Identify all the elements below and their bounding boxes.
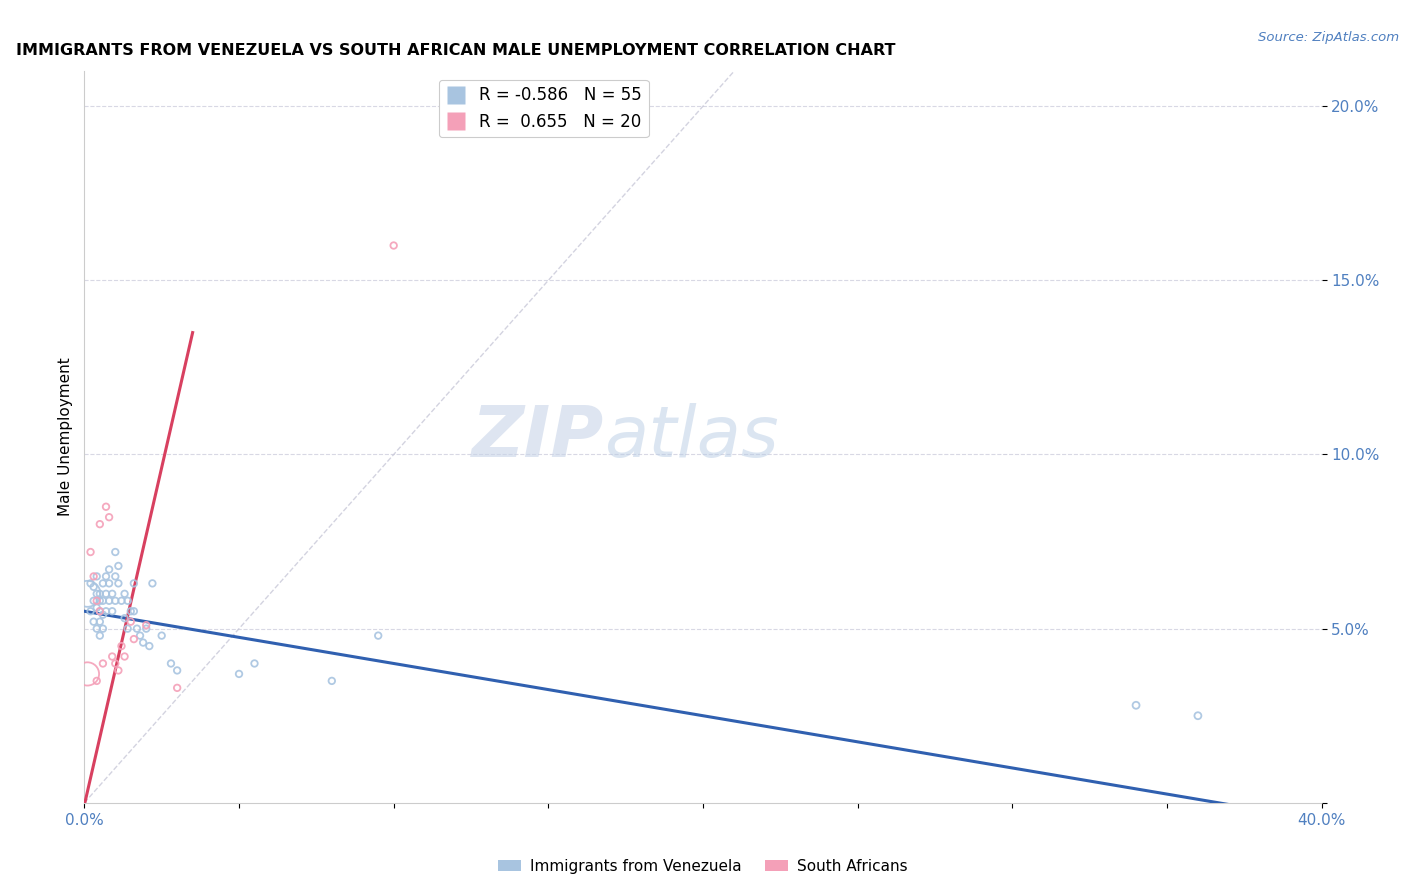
Point bbox=[120, 615, 142, 629]
Point bbox=[117, 594, 139, 608]
Point bbox=[104, 594, 127, 608]
Point bbox=[101, 604, 124, 618]
Point bbox=[1125, 698, 1147, 713]
Point bbox=[86, 673, 108, 688]
Point bbox=[150, 629, 173, 643]
Point bbox=[110, 594, 132, 608]
Point bbox=[132, 635, 155, 649]
Point bbox=[141, 576, 163, 591]
Point bbox=[367, 629, 389, 643]
Point bbox=[122, 604, 145, 618]
Point bbox=[243, 657, 266, 671]
Point bbox=[89, 629, 111, 643]
Point bbox=[86, 569, 108, 583]
Point bbox=[122, 632, 145, 646]
Point bbox=[83, 580, 105, 594]
Point bbox=[91, 607, 114, 622]
Point bbox=[228, 667, 250, 681]
Point bbox=[91, 657, 114, 671]
Point bbox=[79, 545, 101, 559]
Point bbox=[114, 611, 136, 625]
Point bbox=[83, 594, 105, 608]
Point bbox=[89, 604, 111, 618]
Point bbox=[76, 587, 98, 601]
Point bbox=[98, 576, 121, 591]
Text: IMMIGRANTS FROM VENEZUELA VS SOUTH AFRICAN MALE UNEMPLOYMENT CORRELATION CHART: IMMIGRANTS FROM VENEZUELA VS SOUTH AFRIC… bbox=[17, 43, 896, 58]
Point bbox=[86, 622, 108, 636]
Point bbox=[104, 545, 127, 559]
Point bbox=[160, 657, 183, 671]
Point bbox=[135, 622, 157, 636]
Point bbox=[91, 594, 114, 608]
Point bbox=[138, 639, 160, 653]
Point bbox=[91, 576, 114, 591]
Point bbox=[98, 562, 121, 576]
Point bbox=[321, 673, 343, 688]
Point bbox=[117, 622, 139, 636]
Point bbox=[86, 594, 108, 608]
Point bbox=[76, 667, 98, 681]
Point bbox=[104, 569, 127, 583]
Point bbox=[89, 615, 111, 629]
Point bbox=[382, 238, 405, 252]
Point bbox=[89, 587, 111, 601]
Text: atlas: atlas bbox=[605, 402, 779, 472]
Point bbox=[1187, 708, 1209, 723]
Point bbox=[166, 681, 188, 695]
Point bbox=[94, 604, 117, 618]
Text: ZIP: ZIP bbox=[472, 402, 605, 472]
Point bbox=[89, 604, 111, 618]
Point bbox=[79, 576, 101, 591]
Point bbox=[114, 587, 136, 601]
Point bbox=[94, 587, 117, 601]
Point bbox=[98, 510, 121, 524]
Point bbox=[83, 615, 105, 629]
Point bbox=[89, 517, 111, 532]
Point bbox=[91, 622, 114, 636]
Point bbox=[110, 639, 132, 653]
Point bbox=[94, 569, 117, 583]
Point bbox=[101, 587, 124, 601]
Point bbox=[86, 587, 108, 601]
Point bbox=[79, 604, 101, 618]
Point bbox=[94, 500, 117, 514]
Point bbox=[107, 664, 129, 678]
Point bbox=[114, 649, 136, 664]
Point bbox=[120, 604, 142, 618]
Legend: R = -0.586   N = 55, R =  0.655   N = 20: R = -0.586 N = 55, R = 0.655 N = 20 bbox=[439, 79, 648, 137]
Point bbox=[125, 622, 148, 636]
Legend: Immigrants from Venezuela, South Africans: Immigrants from Venezuela, South African… bbox=[492, 853, 914, 880]
Point bbox=[129, 629, 152, 643]
Point bbox=[135, 618, 157, 632]
Point bbox=[89, 594, 111, 608]
Y-axis label: Male Unemployment: Male Unemployment bbox=[58, 358, 73, 516]
Point bbox=[107, 558, 129, 573]
Point bbox=[122, 576, 145, 591]
Point bbox=[101, 649, 124, 664]
Point bbox=[98, 594, 121, 608]
Text: Source: ZipAtlas.com: Source: ZipAtlas.com bbox=[1258, 31, 1399, 45]
Point bbox=[107, 576, 129, 591]
Point bbox=[86, 600, 108, 615]
Point bbox=[104, 657, 127, 671]
Point bbox=[83, 569, 105, 583]
Point bbox=[166, 664, 188, 678]
